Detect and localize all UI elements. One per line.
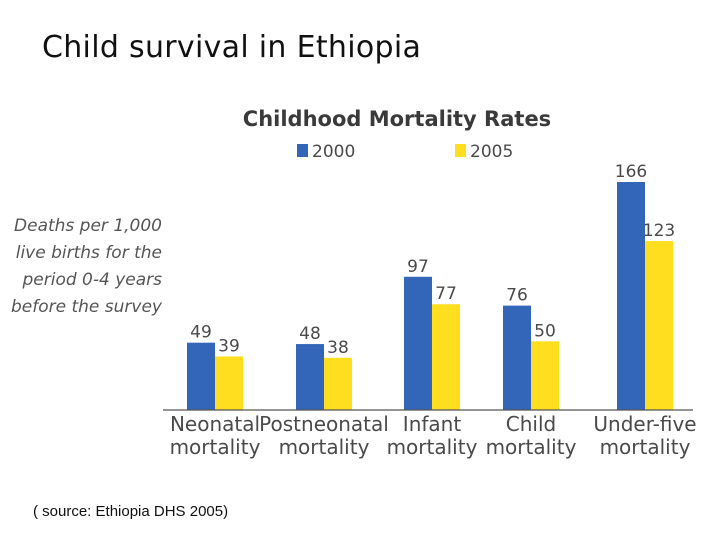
value-label-postneonatal-2005: 38 xyxy=(327,338,349,358)
category-label: Neonatal xyxy=(170,412,260,436)
chart-title: Childhood Mortality Rates xyxy=(243,107,551,131)
bar-infant-2005 xyxy=(432,304,460,410)
value-label-postneonatal-2000: 48 xyxy=(299,324,321,344)
source-note: ( source: Ethiopia DHS 2005) xyxy=(33,503,229,520)
category-label: mortality xyxy=(600,435,691,459)
bar-neonatal-2005 xyxy=(215,356,243,410)
category-label: mortality xyxy=(486,435,577,459)
bar-child-2005 xyxy=(531,341,559,410)
legend-swatch-2005 xyxy=(455,144,466,157)
y-axis-label: Deaths per 1,000 live births for the perio… xyxy=(11,216,163,317)
y-axis-label-line: live births for the xyxy=(16,243,162,263)
category-labels: NeonatalmortalityPostneonatalmortalityIn… xyxy=(170,412,697,459)
legend: 2000 2005 xyxy=(297,142,513,162)
category-label: Child xyxy=(506,412,556,436)
bars: 49 39 48 38 97 77 76 50 166 123 xyxy=(187,162,675,410)
value-label-infant-2005: 77 xyxy=(435,284,457,304)
legend-swatch-2000 xyxy=(297,144,308,157)
bar-postneonatal-2005 xyxy=(324,357,352,410)
bar-neonatal-2000 xyxy=(187,342,215,410)
category-label: Under-five xyxy=(593,412,696,436)
value-label-child-2000: 76 xyxy=(506,286,528,306)
y-axis-label-line: Deaths per 1,000 xyxy=(14,216,162,236)
value-label-child-2005: 50 xyxy=(534,321,556,341)
value-label-neonatal-2000: 49 xyxy=(190,323,212,343)
category-label: Postneonatal xyxy=(259,412,389,436)
category-label: mortality xyxy=(387,435,478,459)
bar-postneonatal-2000 xyxy=(296,344,324,410)
category-label: mortality xyxy=(279,435,370,459)
value-label-infant-2000: 97 xyxy=(407,257,429,277)
y-axis-label-line: period 0-4 years xyxy=(21,270,162,290)
category-label: Infant xyxy=(403,412,462,436)
bar-child-2000 xyxy=(503,305,531,410)
bar-infant-2000 xyxy=(404,276,432,410)
bar-under-five-2000 xyxy=(617,182,645,410)
value-label-under-five-2000: 166 xyxy=(615,162,647,182)
slide-title: Child survival in Ethiopia xyxy=(42,30,422,65)
legend-label-2000: 2000 xyxy=(312,142,355,162)
value-label-under-five-2005: 123 xyxy=(643,221,675,241)
legend-label-2005: 2005 xyxy=(470,142,513,162)
bar-under-five-2005 xyxy=(645,241,673,410)
y-axis-label-line: before the survey xyxy=(11,297,163,317)
value-label-neonatal-2005: 39 xyxy=(218,336,240,356)
category-label: mortality xyxy=(170,435,261,459)
